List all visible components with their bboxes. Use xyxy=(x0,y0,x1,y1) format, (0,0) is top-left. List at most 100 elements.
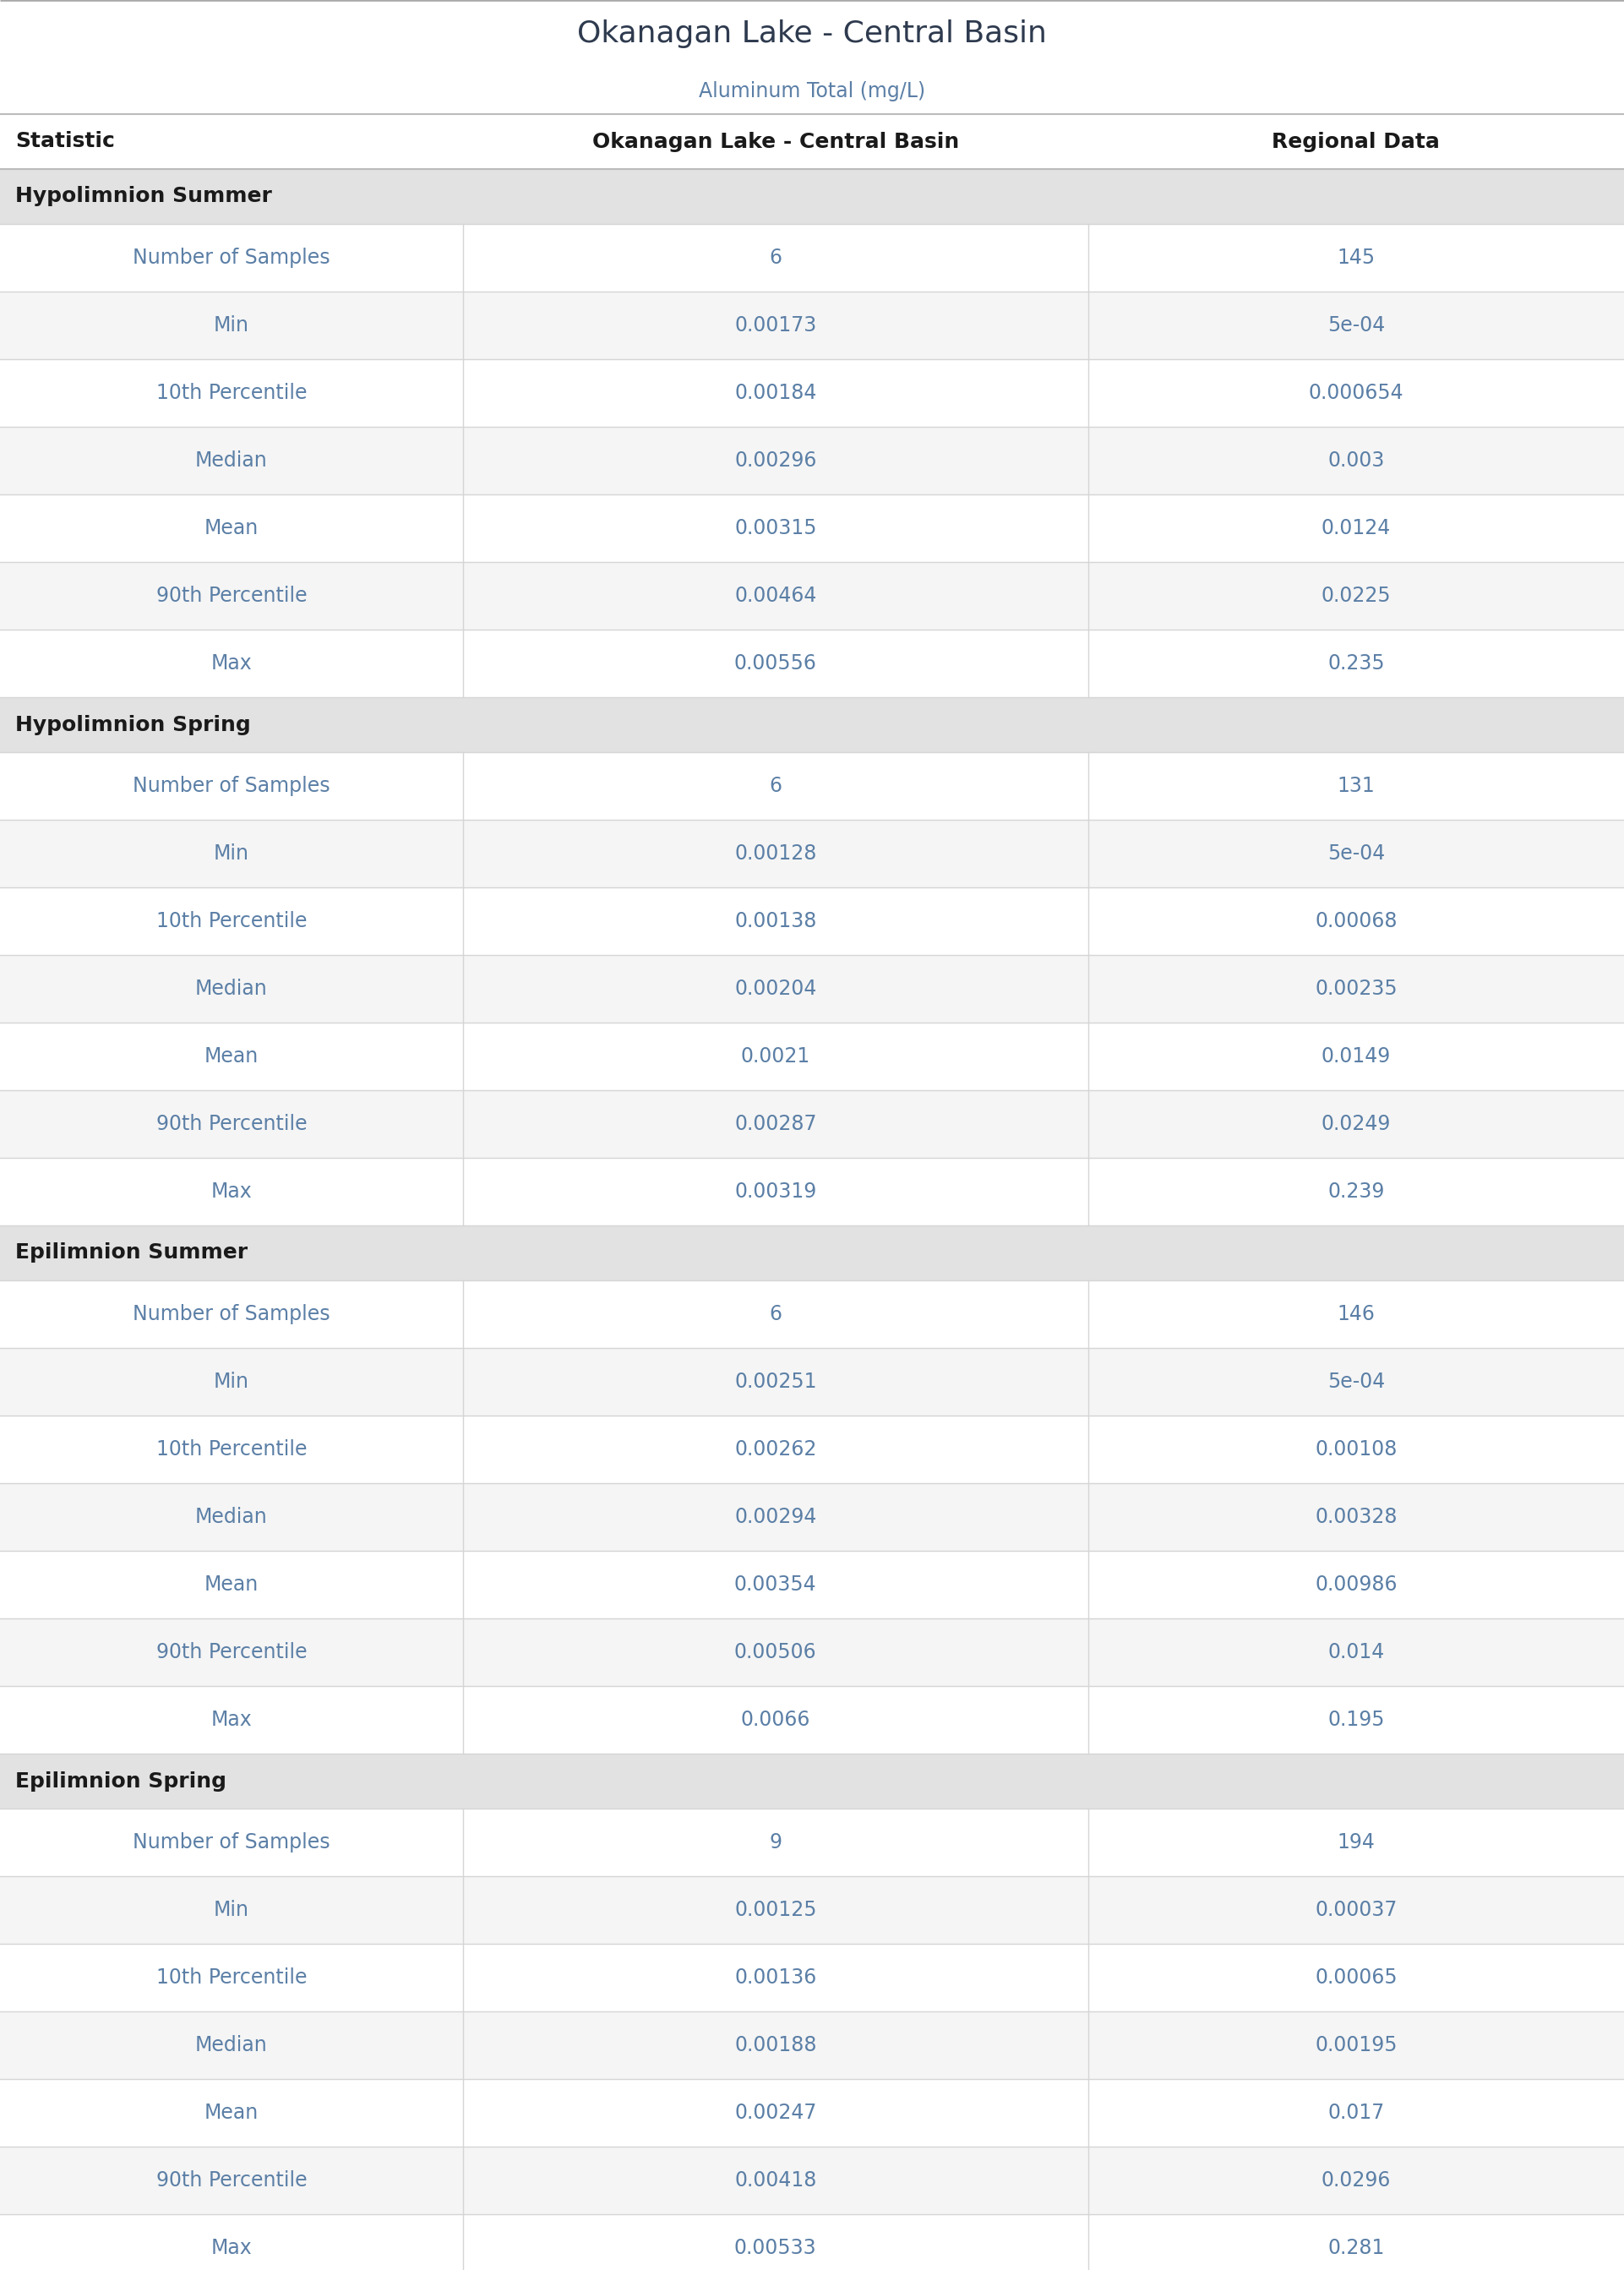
Bar xyxy=(0,1022,1624,1090)
Text: 0.00188: 0.00188 xyxy=(734,2036,817,2054)
Text: Min: Min xyxy=(214,316,248,336)
Text: Number of Samples: Number of Samples xyxy=(133,1832,330,1852)
Bar xyxy=(0,1226,1624,1280)
Text: Hypolimnion Summer: Hypolimnion Summer xyxy=(15,186,271,207)
Text: 0.00287: 0.00287 xyxy=(734,1115,817,1135)
Text: 0.00125: 0.00125 xyxy=(734,1900,817,1920)
Text: Max: Max xyxy=(211,1709,252,1730)
Text: 0.00418: 0.00418 xyxy=(734,2170,817,2191)
Text: 0.00296: 0.00296 xyxy=(734,449,817,470)
Text: Median: Median xyxy=(195,449,268,470)
Text: 0.00184: 0.00184 xyxy=(734,384,817,404)
Text: Number of Samples: Number of Samples xyxy=(133,247,330,268)
Text: Mean: Mean xyxy=(205,2102,258,2122)
Bar xyxy=(0,751,1624,819)
Text: Mean: Mean xyxy=(205,1046,258,1067)
Text: 0.00354: 0.00354 xyxy=(734,1575,817,1596)
Text: Epilimnion Spring: Epilimnion Spring xyxy=(15,1771,226,1791)
Text: 0.0021: 0.0021 xyxy=(741,1046,810,1067)
Bar xyxy=(0,1348,1624,1416)
Text: Mean: Mean xyxy=(205,1575,258,1596)
Text: Number of Samples: Number of Samples xyxy=(133,1303,330,1323)
Text: Epilimnion Summer: Epilimnion Summer xyxy=(15,1242,248,1262)
Bar xyxy=(0,114,1624,168)
Text: 0.00986: 0.00986 xyxy=(1315,1575,1397,1596)
Text: 0.017: 0.017 xyxy=(1328,2102,1384,2122)
Text: 0.00319: 0.00319 xyxy=(734,1180,817,1201)
Text: 0.0149: 0.0149 xyxy=(1322,1046,1390,1067)
Text: 0.00173: 0.00173 xyxy=(734,316,817,336)
Text: 146: 146 xyxy=(1337,1303,1376,1323)
Text: 0.00464: 0.00464 xyxy=(734,586,817,606)
Text: 0.00262: 0.00262 xyxy=(734,1439,817,1460)
Bar xyxy=(0,1416,1624,1482)
Text: 0.00328: 0.00328 xyxy=(1315,1507,1397,1528)
Text: 0.239: 0.239 xyxy=(1327,1180,1385,1201)
Text: 0.0066: 0.0066 xyxy=(741,1709,810,1730)
Bar xyxy=(0,1943,1624,2011)
Text: 145: 145 xyxy=(1337,247,1376,268)
Text: 0.00204: 0.00204 xyxy=(734,978,817,999)
Bar xyxy=(0,1090,1624,1158)
Text: 0.000654: 0.000654 xyxy=(1309,384,1403,404)
Text: Max: Max xyxy=(211,654,252,674)
Bar xyxy=(0,1877,1624,1943)
Text: 0.00315: 0.00315 xyxy=(734,518,817,538)
Text: 10th Percentile: 10th Percentile xyxy=(156,384,307,404)
Bar xyxy=(0,563,1624,629)
Text: 10th Percentile: 10th Percentile xyxy=(156,910,307,931)
Text: 90th Percentile: 90th Percentile xyxy=(156,2170,307,2191)
Bar xyxy=(0,291,1624,359)
Bar xyxy=(0,1280,1624,1348)
Text: 0.003: 0.003 xyxy=(1327,449,1385,470)
Text: 0.00556: 0.00556 xyxy=(734,654,817,674)
Bar xyxy=(0,2213,1624,2270)
Text: Aluminum Total (mg/L): Aluminum Total (mg/L) xyxy=(698,82,926,100)
Text: 0.014: 0.014 xyxy=(1328,1641,1384,1662)
Bar xyxy=(0,1687,1624,1755)
Text: Okanagan Lake - Central Basin: Okanagan Lake - Central Basin xyxy=(577,20,1047,48)
Text: Number of Samples: Number of Samples xyxy=(133,776,330,797)
Bar xyxy=(0,1158,1624,1226)
Text: 90th Percentile: 90th Percentile xyxy=(156,1641,307,1662)
Text: 0.00136: 0.00136 xyxy=(734,1968,817,1989)
Text: 0.00068: 0.00068 xyxy=(1315,910,1397,931)
Text: 5e-04: 5e-04 xyxy=(1327,844,1385,863)
Bar xyxy=(0,168,1624,225)
Bar xyxy=(0,819,1624,888)
Text: 0.0249: 0.0249 xyxy=(1322,1115,1390,1135)
Text: 0.0225: 0.0225 xyxy=(1322,586,1390,606)
Bar xyxy=(0,2147,1624,2213)
Text: 131: 131 xyxy=(1337,776,1376,797)
Text: 6: 6 xyxy=(770,776,781,797)
Bar xyxy=(0,956,1624,1022)
Bar xyxy=(0,1809,1624,1877)
Text: 0.00128: 0.00128 xyxy=(734,844,817,863)
Text: 10th Percentile: 10th Percentile xyxy=(156,1968,307,1989)
Text: 0.00065: 0.00065 xyxy=(1315,1968,1397,1989)
Bar xyxy=(0,359,1624,427)
Text: 5e-04: 5e-04 xyxy=(1327,316,1385,336)
Text: 0.0124: 0.0124 xyxy=(1322,518,1390,538)
Bar xyxy=(0,2079,1624,2147)
Text: Median: Median xyxy=(195,978,268,999)
Text: 6: 6 xyxy=(770,1303,781,1323)
Text: Okanagan Lake - Central Basin: Okanagan Lake - Central Basin xyxy=(593,132,958,152)
Bar xyxy=(0,888,1624,956)
Text: Min: Min xyxy=(214,1900,248,1920)
Bar xyxy=(0,225,1624,291)
Text: 0.235: 0.235 xyxy=(1327,654,1385,674)
Text: Median: Median xyxy=(195,2036,268,2054)
Text: Regional Data: Regional Data xyxy=(1272,132,1440,152)
Text: 9: 9 xyxy=(770,1832,781,1852)
Text: 0.00037: 0.00037 xyxy=(1315,1900,1397,1920)
Text: 0.00251: 0.00251 xyxy=(734,1371,817,1392)
Bar xyxy=(0,1550,1624,1619)
Text: 0.00506: 0.00506 xyxy=(734,1641,817,1662)
Text: 5e-04: 5e-04 xyxy=(1327,1371,1385,1392)
Bar xyxy=(0,697,1624,751)
Text: 0.00195: 0.00195 xyxy=(1315,2036,1397,2054)
Text: 0.00247: 0.00247 xyxy=(734,2102,817,2122)
Text: 0.00235: 0.00235 xyxy=(1315,978,1397,999)
Bar xyxy=(0,1755,1624,1809)
